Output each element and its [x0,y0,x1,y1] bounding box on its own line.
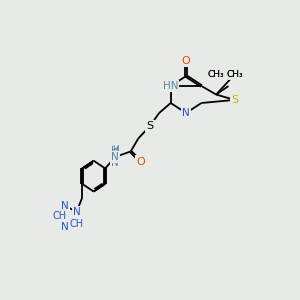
Text: S: S [146,121,154,131]
Text: H: H [112,145,119,154]
Text: O: O [136,157,145,166]
Text: CH₃: CH₃ [226,70,243,79]
Text: CH₃: CH₃ [226,70,243,79]
Text: N: N [111,152,119,162]
Text: HN: HN [163,81,178,91]
Text: N: N [182,108,190,118]
Text: CH: CH [53,211,67,221]
Text: N: N [61,222,69,232]
Text: CH₃: CH₃ [208,70,224,79]
Text: CH: CH [70,219,84,229]
Text: CH₃: CH₃ [208,70,224,79]
Text: N: N [61,201,69,211]
Text: H
N: H N [111,146,119,168]
Text: O: O [182,56,190,66]
Text: N: N [73,207,81,217]
Text: S: S [231,95,238,105]
